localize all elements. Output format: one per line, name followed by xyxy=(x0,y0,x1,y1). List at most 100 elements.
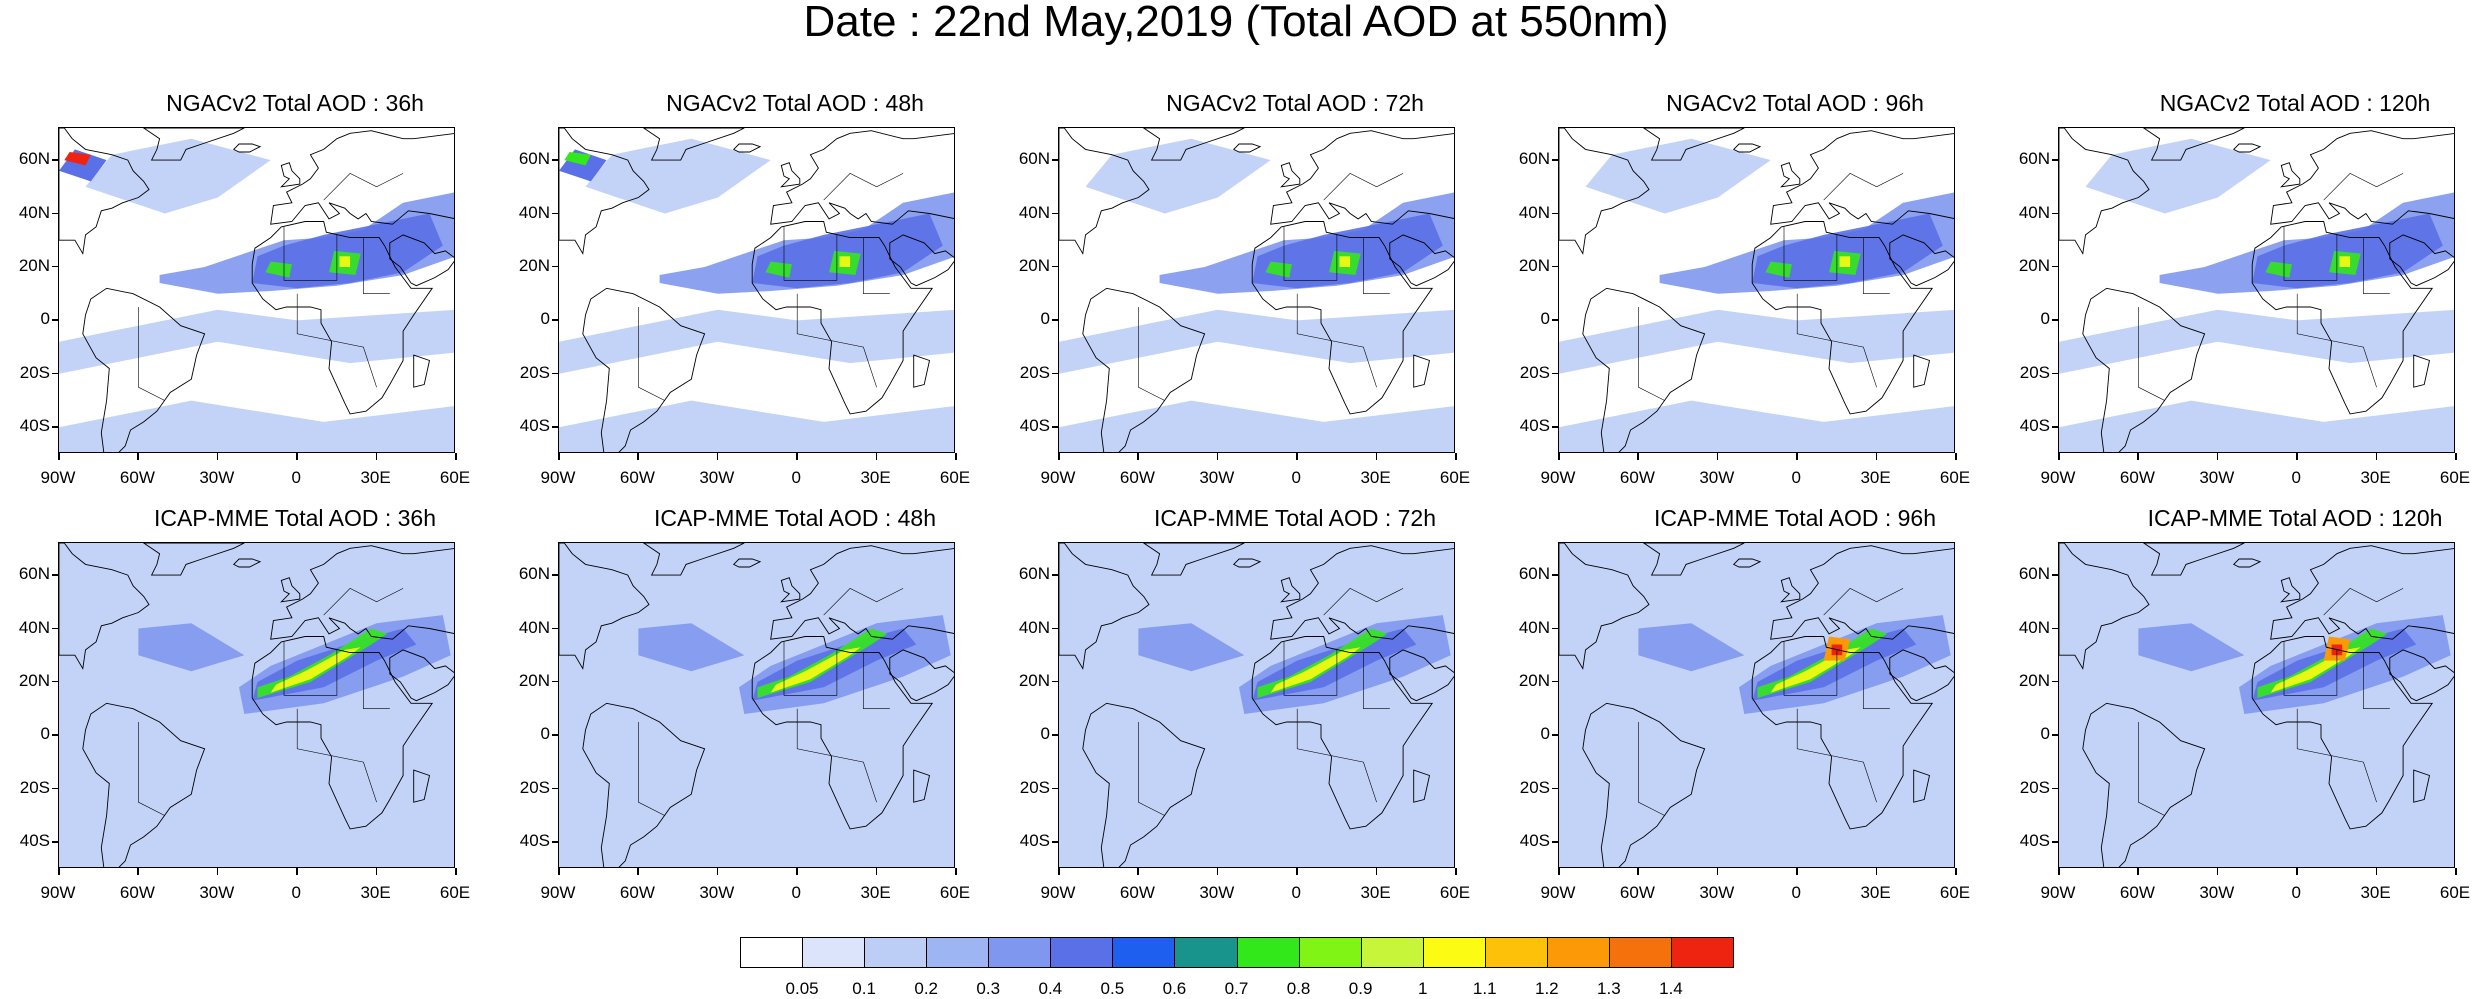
lat-tick xyxy=(1552,212,1559,214)
lat-tick-label: 20S xyxy=(1019,362,1050,382)
lon-tick-label: 30W xyxy=(2199,468,2235,487)
lon-tick xyxy=(1955,868,1957,875)
lat-tick xyxy=(1552,265,1559,268)
lat-tick-label: 60N xyxy=(18,564,50,584)
lon-tick-label: 30E xyxy=(860,468,891,487)
lon-tick-label: 90W xyxy=(1540,883,1576,902)
aod-map xyxy=(1059,128,1454,452)
colorbar-label: 1.1 xyxy=(1472,979,1497,998)
coastline-south-america xyxy=(1082,702,1206,867)
lat-tick-label: 0 xyxy=(1540,309,1550,329)
lat-tick xyxy=(1052,841,1059,843)
coastline-africa xyxy=(2251,636,2434,830)
country-border-3 xyxy=(1138,722,1166,816)
lon-tick xyxy=(1716,868,1719,875)
coastline-uk xyxy=(1780,577,1801,603)
country-border-4 xyxy=(823,173,904,201)
lon-tick xyxy=(58,453,60,460)
aod-hotspot-3 xyxy=(339,256,351,267)
aod-plume-yellow xyxy=(270,647,361,693)
lon-tick-label: 30W xyxy=(1699,468,1735,487)
panel-title: ICAP-MME Total AOD : 120h xyxy=(2147,505,2443,531)
coastline-arabia xyxy=(2389,649,2454,702)
map-panel: ICAP-MME Total AOD : 48h 60N 40N 20N 0 20S 40S… xyxy=(500,505,1000,925)
lat-tick-label: 20S xyxy=(19,362,50,382)
lon-tick xyxy=(2137,868,2139,875)
lon-tick xyxy=(1296,868,1298,875)
coastline-uk xyxy=(1780,162,1801,188)
colorbar-label: 0.4 xyxy=(1038,979,1063,998)
country-border-1 xyxy=(2363,652,2390,709)
lat-tick-label: 20S xyxy=(2019,362,2050,382)
coastline-uk xyxy=(780,162,801,188)
country-border-2 xyxy=(796,293,877,388)
coastline-madagascar xyxy=(413,354,431,388)
panel-title: ICAP-MME Total AOD : 48h xyxy=(653,505,937,531)
lon-tick xyxy=(1796,453,1798,460)
map-panel: NGACv2 Total AOD : 36h 60N 40N 20N 0 20S 40S 90… xyxy=(0,90,500,510)
lat-tick-label: 60N xyxy=(1518,149,1550,169)
lat-tick xyxy=(552,212,559,214)
lon-tick xyxy=(1875,453,1878,460)
aod-light-band-2 xyxy=(2059,400,2454,452)
lon-tick xyxy=(2375,453,2378,460)
coastline-europe xyxy=(2270,130,2454,225)
map-panel: ICAP-MME Total AOD : 120h 60N 40N 20N 0 20S 40… xyxy=(2000,505,2472,925)
lat-tick xyxy=(2052,841,2059,843)
aod-light-band-2 xyxy=(138,623,245,672)
lon-tick-label: 30E xyxy=(1860,883,1891,902)
lat-tick-label: 40N xyxy=(518,202,550,222)
lon-tick-label: 90W xyxy=(1040,883,1076,902)
aod-light-band-2 xyxy=(1138,623,1245,672)
country-border-3 xyxy=(1638,722,1666,816)
map-frame xyxy=(558,127,955,453)
aod-hotspot-1 xyxy=(265,261,292,278)
lat-tick-label: 40S xyxy=(19,831,50,851)
lon-tick-label: 60E xyxy=(1939,468,1971,487)
aod-hotspot-3 xyxy=(2339,256,2351,267)
lon-tick xyxy=(1558,868,1560,875)
country-border-2 xyxy=(796,708,877,803)
lat-tick xyxy=(1052,265,1059,268)
lon-tick-label: 30W xyxy=(1199,883,1235,902)
lon-tick-label: 60W xyxy=(2119,883,2155,902)
coastline-north-america xyxy=(2059,128,2150,255)
aod-map xyxy=(559,543,954,867)
panel-title: NGACv2 Total AOD : 48h xyxy=(666,90,924,116)
lon-tick xyxy=(2455,453,2457,460)
aod-map xyxy=(2059,128,2454,452)
lat-tick-label: 40N xyxy=(1018,617,1050,637)
lon-tick xyxy=(796,453,798,460)
coastline-north-america xyxy=(1559,128,1650,255)
lat-tick-label: 60N xyxy=(1518,564,1550,584)
lat-tick xyxy=(52,841,59,843)
aod-dust-core xyxy=(252,213,443,289)
colorbar-label: 0.3 xyxy=(976,979,1001,998)
lat-tick-label: 20N xyxy=(1018,255,1050,275)
lat-tick xyxy=(1052,680,1059,683)
coastline-europe xyxy=(1770,545,1954,640)
lon-tick xyxy=(1058,453,1060,460)
lat-tick xyxy=(52,212,59,214)
lat-tick xyxy=(552,319,559,321)
country-border-2 xyxy=(2296,708,2377,803)
lon-tick xyxy=(875,453,878,460)
country-border-0 xyxy=(283,641,338,696)
lon-tick-label: 30E xyxy=(1360,468,1391,487)
smoke-core xyxy=(564,152,591,166)
map-panel: ICAP-MME Total AOD : 96h 60N 40N 20N 0 20S 40S… xyxy=(1500,505,2000,925)
lon-tick xyxy=(216,453,219,460)
aod-hotspot-1 xyxy=(2265,261,2292,278)
coastline-madagascar xyxy=(2413,354,2431,388)
colorbar-swatch xyxy=(1608,937,1672,968)
panel-title: ICAP-MME Total AOD : 96h xyxy=(1653,505,1937,531)
lon-tick xyxy=(2058,453,2060,460)
lon-tick-label: 30W xyxy=(199,883,235,902)
lon-tick xyxy=(2296,868,2298,875)
lon-tick xyxy=(558,868,560,875)
coastline-africa xyxy=(1751,221,1934,415)
coastline-north-america xyxy=(559,128,650,255)
country-border-4 xyxy=(2323,173,2404,201)
lon-tick-label: 30E xyxy=(1860,468,1891,487)
country-border-3 xyxy=(638,307,666,401)
